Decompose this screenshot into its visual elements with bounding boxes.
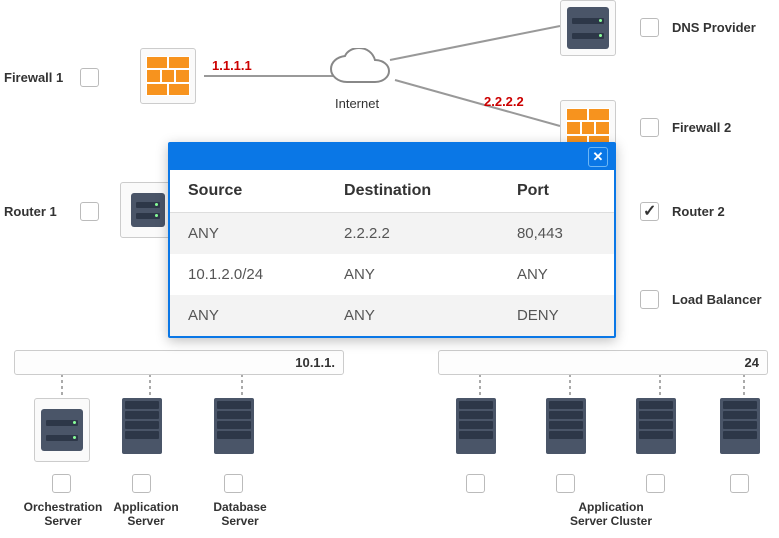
subnet-left-text: 10.1.1. bbox=[295, 355, 335, 370]
db-checkbox[interactable] bbox=[224, 474, 243, 493]
cluster-1-checkbox[interactable] bbox=[466, 474, 485, 493]
orch-label: Orchestration Server bbox=[18, 500, 108, 529]
db-label: Database Server bbox=[200, 500, 280, 529]
subnet-right-bar: 24 bbox=[438, 350, 768, 375]
cluster-label: Application Server Cluster bbox=[556, 500, 666, 529]
firewall2-checkbox[interactable] bbox=[640, 118, 659, 137]
cluster-server-4-icon bbox=[720, 398, 760, 454]
cluster-server-1-icon bbox=[456, 398, 496, 454]
rules-modal: ✕ Source Destination Port ANY 2.2.2.2 80… bbox=[168, 142, 616, 338]
orch-checkbox[interactable] bbox=[52, 474, 71, 493]
app-checkbox[interactable] bbox=[132, 474, 151, 493]
cluster-3-checkbox[interactable] bbox=[646, 474, 665, 493]
firewall1-icon bbox=[140, 48, 196, 104]
app-server-icon bbox=[122, 398, 162, 454]
th-dest: Destination bbox=[326, 170, 499, 213]
router2-checkbox[interactable] bbox=[640, 202, 659, 221]
orch-server-icon bbox=[34, 398, 90, 462]
subnet-right-text: 24 bbox=[745, 355, 759, 370]
internet-label: Internet bbox=[335, 96, 379, 111]
firewall1-label: Firewall 1 bbox=[4, 70, 63, 85]
db-server-icon bbox=[214, 398, 254, 454]
subnet-left-bar: 10.1.1. bbox=[14, 350, 344, 375]
close-icon[interactable]: ✕ bbox=[588, 147, 608, 167]
cluster-server-2-icon bbox=[546, 398, 586, 454]
loadbalancer-label: Load Balancer bbox=[672, 292, 762, 307]
th-source: Source bbox=[170, 170, 326, 213]
firewall2-ip: 2.2.2.2 bbox=[484, 94, 524, 109]
cluster-2-checkbox[interactable] bbox=[556, 474, 575, 493]
firewall1-ip: 1.1.1.1 bbox=[212, 58, 252, 73]
rules-table: Source Destination Port ANY 2.2.2.2 80,4… bbox=[170, 170, 614, 336]
dns-checkbox[interactable] bbox=[640, 18, 659, 37]
th-port: Port bbox=[499, 170, 614, 213]
table-row: ANY ANY DENY bbox=[170, 295, 614, 336]
internet-icon bbox=[327, 48, 397, 95]
modal-titlebar: ✕ bbox=[170, 144, 614, 170]
loadbalancer-checkbox[interactable] bbox=[640, 290, 659, 309]
table-row: 10.1.2.0/24 ANY ANY bbox=[170, 254, 614, 295]
cluster-4-checkbox[interactable] bbox=[730, 474, 749, 493]
table-row: ANY 2.2.2.2 80,443 bbox=[170, 213, 614, 255]
router1-checkbox[interactable] bbox=[80, 202, 99, 221]
dns-icon bbox=[560, 0, 616, 56]
app-label: Application Server bbox=[106, 500, 186, 529]
dns-label: DNS Provider bbox=[672, 20, 756, 35]
firewall1-checkbox[interactable] bbox=[80, 68, 99, 87]
cluster-server-3-icon bbox=[636, 398, 676, 454]
firewall2-label: Firewall 2 bbox=[672, 120, 731, 135]
router1-label: Router 1 bbox=[4, 204, 57, 219]
router2-label: Router 2 bbox=[672, 204, 725, 219]
